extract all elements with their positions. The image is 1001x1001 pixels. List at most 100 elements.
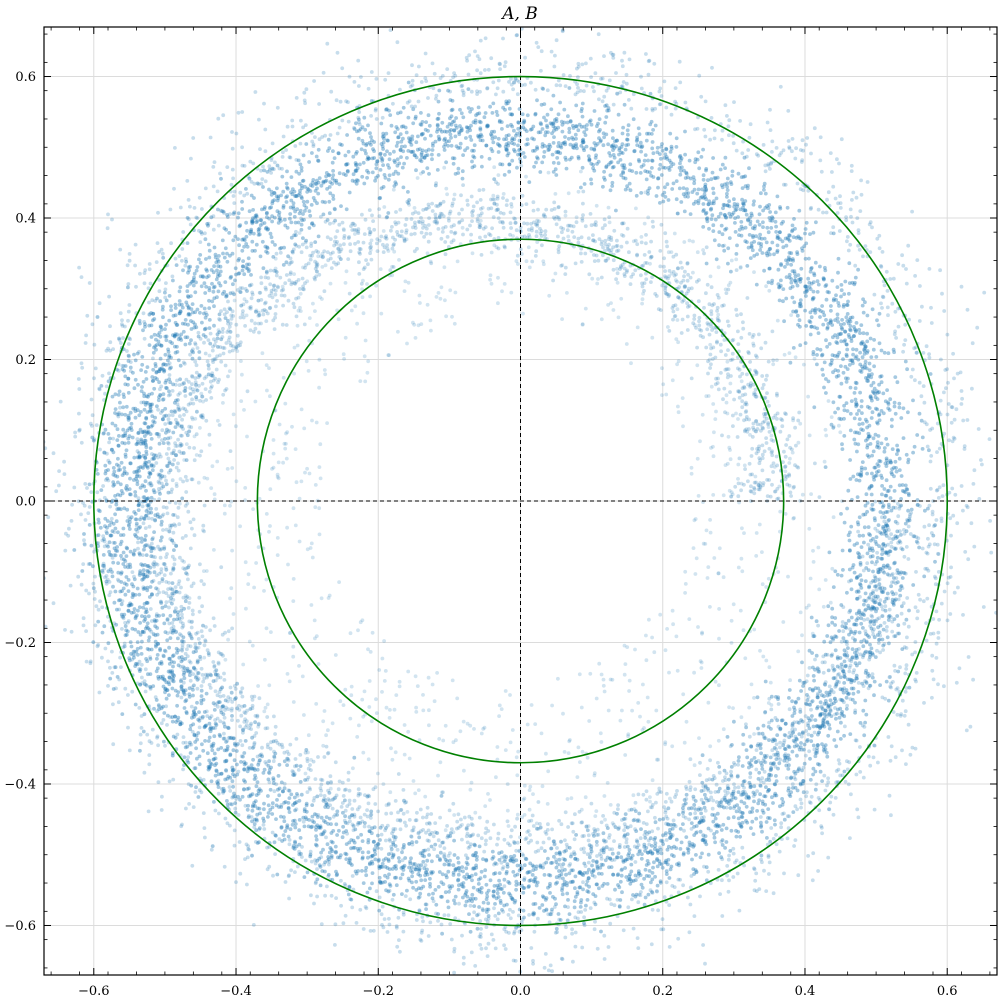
scatter-point xyxy=(658,879,663,884)
scatter-point xyxy=(827,726,832,731)
scatter-point xyxy=(299,165,304,170)
scatter-point xyxy=(588,118,593,123)
scatter-point xyxy=(878,510,883,514)
scatter-point xyxy=(199,304,204,308)
scatter-point xyxy=(639,856,644,861)
scatter-point xyxy=(465,862,470,867)
scatter-point xyxy=(507,162,512,167)
scatter-point xyxy=(844,380,849,384)
scatter-point xyxy=(839,339,844,344)
scatter-point xyxy=(522,886,527,890)
scatter-point xyxy=(121,550,126,555)
scatter-point xyxy=(725,195,729,199)
scatter-point xyxy=(394,144,399,148)
scatter-point xyxy=(838,656,843,660)
scatter-point xyxy=(896,449,900,453)
scatter-point xyxy=(877,382,881,387)
scatter-point xyxy=(634,139,639,143)
scatter-point xyxy=(809,315,814,320)
scatter-point xyxy=(163,406,168,411)
scatter-point xyxy=(293,825,298,830)
scatter-point xyxy=(784,763,789,768)
scatter-point xyxy=(205,751,210,756)
scatter-point xyxy=(707,226,711,231)
scatter-point xyxy=(232,758,237,763)
scatter-point xyxy=(745,755,750,760)
scatter-point xyxy=(171,653,176,658)
scatter-point xyxy=(739,224,744,229)
scatter-point xyxy=(486,888,491,893)
scatter-point xyxy=(794,235,799,240)
scatter-point xyxy=(178,309,183,314)
scatter-point xyxy=(679,158,683,163)
scatter-point xyxy=(552,128,556,133)
scatter-point xyxy=(788,286,793,291)
scatter-point xyxy=(759,853,764,858)
scatter-point xyxy=(877,445,881,450)
scatter-point xyxy=(528,878,533,883)
scatter-point xyxy=(465,146,470,150)
scatter-point xyxy=(858,582,862,586)
scatter-point xyxy=(447,139,451,144)
scatter-point xyxy=(760,251,765,255)
scatter-point xyxy=(249,229,253,234)
scatter-point xyxy=(754,282,759,287)
scatter-point xyxy=(763,710,768,714)
scatter-point xyxy=(768,839,773,844)
scatter-point xyxy=(275,186,279,191)
scatter-point xyxy=(287,810,292,814)
scatter-point xyxy=(533,111,538,116)
scatter-point xyxy=(419,123,424,127)
scatter-point xyxy=(849,339,854,343)
scatter-point xyxy=(249,763,254,768)
scatter-point xyxy=(555,880,559,885)
scatter-point xyxy=(399,155,403,160)
scatter-point xyxy=(504,869,509,874)
scatter-point xyxy=(396,856,401,860)
scatter-point xyxy=(857,533,862,538)
scatter-point xyxy=(374,166,379,171)
scatter-point xyxy=(554,926,559,931)
scatter-point xyxy=(773,219,778,224)
scatter-point xyxy=(175,617,180,622)
scatter-point xyxy=(272,215,277,220)
scatter-point xyxy=(850,565,855,570)
scatter-point xyxy=(760,767,765,771)
scatter-point xyxy=(240,199,244,204)
scatter-point xyxy=(305,870,310,875)
scatter-point xyxy=(592,168,597,173)
scatter-point xyxy=(623,176,628,181)
scatter-point xyxy=(557,869,561,873)
scatter-point xyxy=(551,122,556,126)
scatter-point xyxy=(195,700,199,705)
scatter-point xyxy=(184,698,189,703)
scatter-point xyxy=(831,400,836,405)
scatter-point xyxy=(791,258,795,263)
scatter-point xyxy=(917,411,922,416)
scatter-point xyxy=(484,143,489,148)
scatter-point xyxy=(864,649,868,654)
scatter-point xyxy=(485,894,490,899)
scatter-point xyxy=(871,569,875,574)
scatter-point xyxy=(877,311,882,316)
scatter-point xyxy=(400,872,405,877)
scatter-point xyxy=(747,765,751,770)
scatter-point xyxy=(809,733,814,738)
scatter-point xyxy=(740,186,745,191)
scatter-point xyxy=(391,892,396,897)
scatter-point xyxy=(847,538,852,543)
scatter-point xyxy=(674,179,679,184)
scatter-point xyxy=(206,739,211,743)
scatter-point xyxy=(271,778,276,782)
scatter-point xyxy=(137,592,142,597)
scatter-point xyxy=(870,471,874,476)
scatter-point xyxy=(766,249,771,254)
scatter-point xyxy=(830,606,835,611)
scatter-point xyxy=(293,220,298,225)
scatter-point xyxy=(449,143,454,148)
scatter-point xyxy=(874,535,879,539)
scatter-point xyxy=(123,633,128,638)
scatter-point xyxy=(279,193,283,198)
scatter-point xyxy=(393,180,398,185)
scatter-point xyxy=(724,840,729,844)
